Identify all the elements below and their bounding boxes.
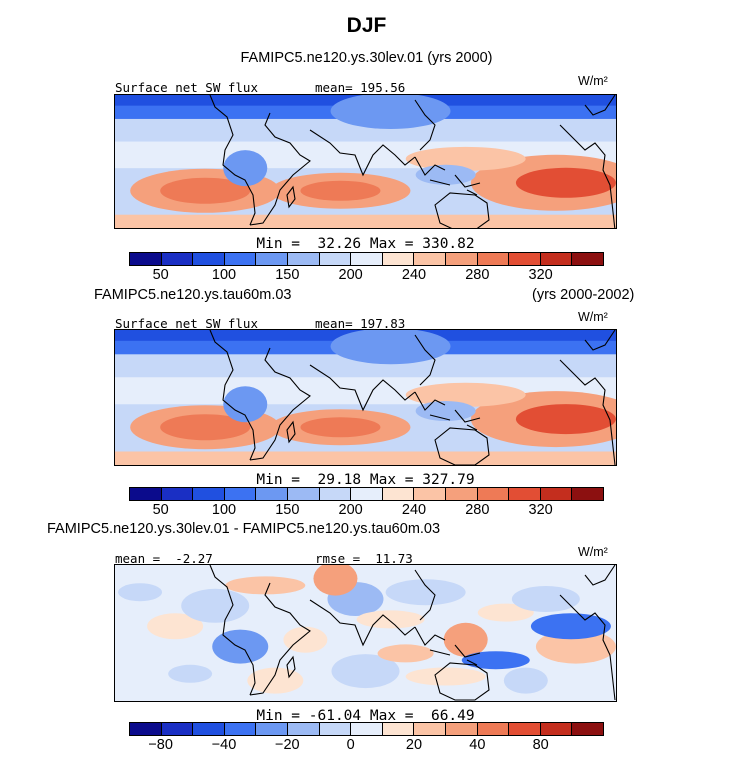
- map-field: [115, 330, 616, 465]
- colorbar-swatch: [382, 253, 415, 265]
- colorbar-swatch: [445, 253, 478, 265]
- colorbar-tick-label: 200: [338, 267, 363, 283]
- colorbar-swatch: [477, 723, 510, 735]
- colorbar-swatch: [445, 488, 478, 500]
- panel-1-map: [114, 94, 617, 229]
- panel-3-rmse-label: rmse = 11.73: [315, 551, 413, 566]
- panel-2-mean-label: mean= 197.83: [315, 316, 406, 331]
- colorbar-tick-label: 150: [275, 267, 300, 283]
- colorbar-swatch: [477, 488, 510, 500]
- colorbar-swatch: [509, 723, 541, 735]
- colorbar-swatch: [572, 253, 603, 265]
- panel-1-mean-label: mean= 195.56: [315, 80, 406, 95]
- panel-1-colorbar-ticks: 50 100 150 200 240 280 320: [129, 267, 604, 287]
- panel-1-min-max: Min = 32.26 Max = 330.82: [256, 236, 475, 252]
- colorbar-swatch: [287, 723, 320, 735]
- colorbar-tick-label: −80: [148, 737, 173, 753]
- colorbar-tick-label: 20: [405, 737, 423, 753]
- colorbar-swatch: [130, 488, 162, 500]
- colorbar-swatch: [193, 253, 225, 265]
- colorbar-swatch: [287, 488, 320, 500]
- colorbar-tick-label: 100: [211, 502, 237, 518]
- panel-3-mean-label: mean = -2.27: [115, 551, 213, 566]
- coastline: [209, 565, 616, 701]
- colorbar-swatch: [319, 253, 352, 265]
- panel-2-min-max: Min = 29.18 Max = 327.79: [256, 472, 475, 488]
- colorbar-tick-label: 320: [528, 267, 553, 283]
- panel-2-map: [114, 329, 617, 466]
- colorbar-tick-label: 40: [469, 737, 486, 753]
- colorbar-swatch: [224, 488, 257, 500]
- colorbar-tick-label: −40: [211, 737, 237, 753]
- coastline: [209, 95, 616, 228]
- colorbar-swatch: [161, 723, 194, 735]
- colorbar-swatch: [193, 723, 225, 735]
- colorbar-swatch: [414, 488, 446, 500]
- map-field: [115, 95, 616, 228]
- colorbar-swatch: [319, 723, 352, 735]
- colorbar-tick-label: 320: [528, 502, 553, 518]
- colorbar-swatch: [572, 488, 603, 500]
- colorbar-swatch: [256, 253, 288, 265]
- panel-3-min-max: Min = -61.04 Max = 66.49: [256, 708, 475, 724]
- colorbar-swatch: [224, 723, 257, 735]
- coastline: [209, 330, 616, 465]
- colorbar-swatch: [414, 723, 446, 735]
- colorbar-tick-label: 150: [275, 502, 300, 518]
- colorbar-swatch: [477, 253, 510, 265]
- colorbar-swatch: [256, 488, 288, 500]
- colorbar-swatch: [351, 253, 383, 265]
- colorbar-swatch: [319, 488, 352, 500]
- panel-2-case-years: (yrs 2000-2002): [532, 287, 635, 303]
- panel-1-variable-label: Surface net SW flux: [115, 80, 258, 95]
- colorbar-tick-label: 240: [401, 267, 427, 283]
- panel-3-unit-label: W/m²: [578, 545, 608, 559]
- panel-3-colorbar-ticks: −80 −40 −20 0 20 40 80: [129, 737, 604, 757]
- colorbar-swatch: [130, 723, 162, 735]
- panel-3-case-label: FAMIPC5.ne120.ys.30lev.01 - FAMIPC5.ne12…: [47, 521, 441, 537]
- map-field: [115, 565, 616, 701]
- colorbar-swatch: [540, 723, 573, 735]
- colorbar-tick-label: 50: [152, 502, 169, 518]
- colorbar-swatch: [382, 488, 415, 500]
- colorbar-swatch: [161, 488, 194, 500]
- page-title: DJF: [346, 14, 387, 37]
- colorbar-swatch: [540, 488, 573, 500]
- colorbar-tick-label: 200: [338, 502, 363, 518]
- colorbar-tick-label: 50: [152, 267, 169, 283]
- colorbar-swatch: [130, 253, 162, 265]
- colorbar-tick-label: 0: [346, 737, 355, 753]
- colorbar-swatch: [509, 253, 541, 265]
- panel-2-colorbar: [129, 487, 604, 501]
- colorbar-swatch: [540, 253, 573, 265]
- colorbar-tick-label: 80: [532, 737, 549, 753]
- panel-2-variable-label: Surface net SW flux: [115, 316, 258, 331]
- colorbar-tick-label: 100: [211, 267, 237, 283]
- colorbar-tick-label: −20: [275, 737, 300, 753]
- colorbar-tick-label: 280: [465, 267, 490, 283]
- panel-1-colorbar: [129, 252, 604, 266]
- colorbar-swatch: [509, 488, 541, 500]
- colorbar-tick-label: 240: [401, 502, 427, 518]
- colorbar-tick-label: 280: [465, 502, 490, 518]
- colorbar-swatch: [351, 488, 383, 500]
- panel-2-colorbar-ticks: 50 100 150 200 240 280 320: [129, 502, 604, 522]
- colorbar-swatch: [193, 488, 225, 500]
- panel-2-unit-label: W/m²: [578, 310, 608, 324]
- panel-3-colorbar: [129, 722, 604, 736]
- page-subtitle: FAMIPC5.ne120.ys.30lev.01 (yrs 2000): [240, 50, 493, 66]
- colorbar-swatch: [287, 253, 320, 265]
- colorbar-swatch: [445, 723, 478, 735]
- panel-3-map: [114, 564, 617, 702]
- panel-2-case-label: FAMIPC5.ne120.ys.tau60m.03: [94, 287, 292, 303]
- colorbar-swatch: [572, 723, 603, 735]
- colorbar-swatch: [414, 253, 446, 265]
- panel-1-unit-label: W/m²: [578, 74, 608, 88]
- colorbar-swatch: [382, 723, 415, 735]
- colorbar-swatch: [224, 253, 257, 265]
- colorbar-swatch: [256, 723, 288, 735]
- colorbar-swatch: [161, 253, 194, 265]
- colorbar-swatch: [351, 723, 383, 735]
